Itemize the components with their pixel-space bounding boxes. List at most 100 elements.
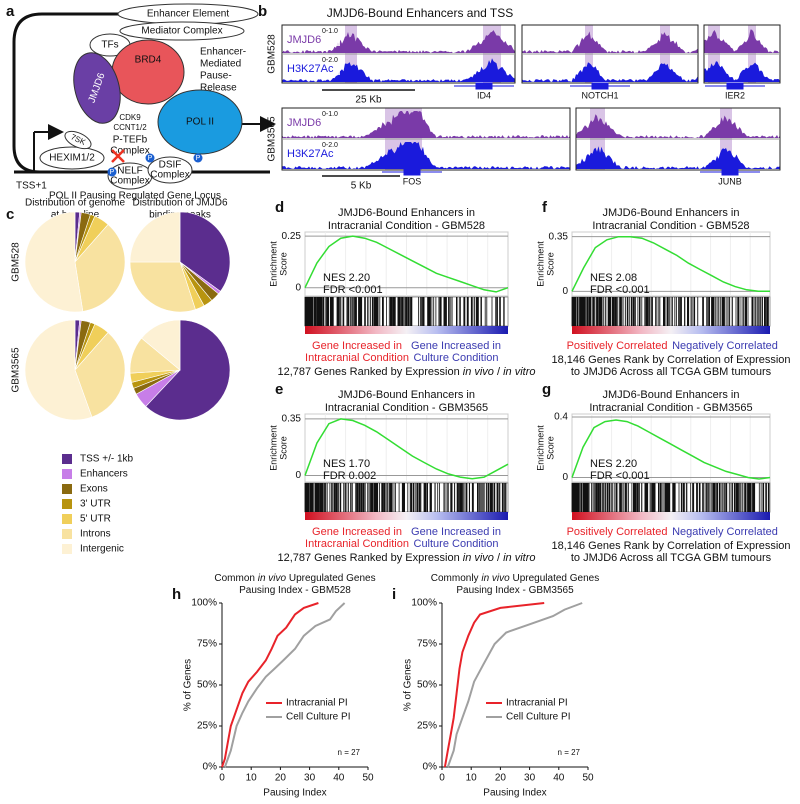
fdr-label: FDR <0.001 [323, 284, 383, 296]
x-tick-label: 20 [495, 773, 507, 784]
mediator-label: Mediator Complex [141, 26, 222, 37]
legend-label: 5' UTR [80, 514, 111, 525]
gene-model [570, 82, 630, 90]
signal-track [576, 146, 780, 169]
panel-label: c [6, 206, 14, 223]
pie-slice [129, 211, 181, 263]
left-label: Positively Correlated [567, 526, 668, 538]
text-segment: / [494, 366, 503, 378]
text-segment: 12,787 Genes Ranked by Expression [277, 366, 462, 378]
gene-label: JUNB [718, 176, 742, 186]
enhancer-label: Enhancer Element [147, 9, 229, 20]
panel-label: b [258, 3, 267, 20]
text-segment: Upregulated Genes [510, 573, 600, 584]
range-label: 0-1.0 [322, 28, 338, 35]
phospho [145, 153, 155, 163]
text-segment: 12,787 Genes Ranked by Expression [277, 552, 462, 564]
chart-title: Pausing Index - GBM528 [239, 585, 351, 596]
y-tick-label: 0.25 [282, 231, 302, 242]
y-tick-label: 50% [417, 680, 437, 691]
y-axis-label: Score [278, 436, 288, 460]
pause-release-label: Mediated [200, 59, 241, 70]
x-tick-label: 30 [304, 773, 316, 784]
fdr-label: FDR <0.001 [590, 284, 650, 296]
footnote: 12,787 Genes Ranked by Expression in viv… [277, 552, 535, 564]
rank-colorbar [572, 512, 770, 520]
y-axis-label: Enrichment [535, 241, 545, 287]
rank-colorbar [305, 512, 508, 520]
track-label-bg [284, 115, 340, 129]
annotation: n = 27 [558, 748, 581, 757]
track-label: H3K27Ac [287, 148, 334, 160]
legend-label: Intracranial PI [286, 698, 348, 709]
x-tick-label: 10 [466, 773, 478, 784]
x-tick-label: 50 [582, 773, 594, 784]
text-segment: Common [214, 573, 257, 584]
text-segment: / [494, 552, 503, 564]
cdf-line [443, 602, 545, 768]
signal-track [282, 30, 515, 53]
brd4 [111, 39, 185, 105]
chart-title: Intracranial Condition - GBM3565 [589, 402, 752, 414]
signal-track [522, 62, 698, 82]
es-curve [304, 235, 509, 293]
pause-release-label: Pause- [200, 71, 232, 82]
scale-label: 5 Kb [351, 181, 372, 192]
rank-colorbar [305, 326, 508, 334]
tfs-label: TFs [101, 40, 118, 51]
pause-release-label: Enhancer- [200, 47, 246, 58]
column-title: Distribution of genome [25, 198, 125, 209]
phospho [193, 153, 203, 163]
barcode [304, 297, 505, 326]
y-tick-label: 0.35 [549, 231, 569, 242]
legend-label: Intracranial PI [506, 698, 568, 709]
hexim-label: HEXIM1/2 [49, 153, 95, 164]
footnote: 12,787 Genes Ranked by Expression in viv… [277, 366, 535, 378]
signal-track [704, 61, 780, 82]
track-label: JMJD6 [287, 117, 321, 129]
right-label: Negatively Correlated [672, 340, 778, 352]
text-segment: to JMJD6 Across all TCGA GBM tumours [571, 552, 772, 564]
x-tick-label: 40 [553, 773, 565, 784]
cdk9-label: CDK9 [119, 113, 141, 122]
text-segment: in vivo [463, 552, 494, 564]
barcode [571, 483, 770, 512]
range-label: 0-1.0 [322, 111, 338, 118]
nes-label: NES 2.20 [590, 458, 637, 470]
legend-swatch [62, 499, 72, 509]
row-label: GBM528 [11, 242, 22, 282]
legend-swatch [62, 469, 72, 479]
nes-label: NES 1.70 [323, 458, 370, 470]
scale-label: 25 Kb [355, 95, 382, 106]
fdr-label: FDR 0.002 [323, 470, 376, 482]
pie-slice [74, 224, 126, 312]
sample-label: GBM528 [267, 34, 278, 74]
gene-label: FOS [403, 176, 422, 186]
signal-track [576, 114, 780, 138]
text-segment: in vitro [503, 366, 535, 378]
phospho-label: P [196, 155, 201, 162]
es-curve [571, 419, 771, 480]
gene-model [700, 168, 760, 176]
legend-label: Intergenic [80, 544, 124, 555]
y-axis-label: Enrichment [268, 241, 278, 287]
x-axis-label: Pausing Index [263, 788, 326, 799]
pie-slice [24, 319, 93, 421]
dsif-label: Complex [150, 170, 189, 181]
pie-slice [24, 211, 84, 313]
text-segment: Pausing Index - GBM528 [239, 585, 351, 596]
y-tick-label: 75% [417, 639, 437, 650]
panel-label: f [542, 199, 548, 216]
legend-label: TSS +/- 1kb [80, 454, 134, 465]
left-label: Intracranial Condition [305, 538, 409, 550]
pie-slice [145, 319, 231, 421]
cdk9-label: CCNT1/2 [113, 123, 147, 132]
signal-track [282, 142, 570, 169]
legend-swatch [62, 514, 72, 524]
legend-label: Enhancers [80, 469, 128, 480]
nes-label: NES 2.08 [590, 272, 637, 284]
x-axis-label: Pausing Index [483, 788, 546, 799]
track-label-bg [284, 61, 340, 75]
y-tick-label: 0 [562, 472, 568, 483]
panel-label: a [6, 3, 15, 20]
